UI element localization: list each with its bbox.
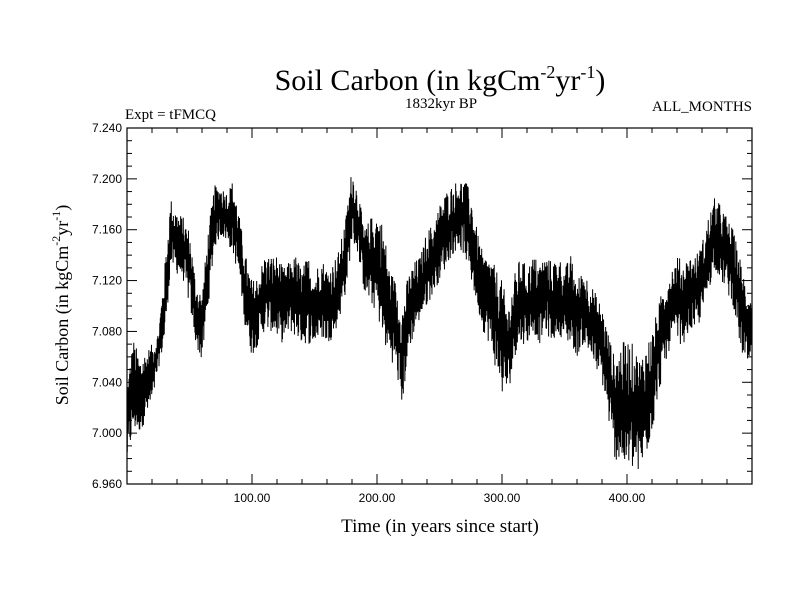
soil-carbon-series-line — [126, 177, 753, 470]
x-tick-label: 400.00 — [609, 491, 646, 505]
chart-title: Soil Carbon (in kgCm-2yr-1) — [275, 62, 606, 97]
x-tick-label: 100.00 — [234, 491, 271, 505]
y-tick-label: 7.200 — [92, 172, 122, 186]
y-tick-label: 7.000 — [92, 426, 122, 440]
x-tick-label: 200.00 — [359, 491, 396, 505]
x-axis-label: Time (in years since start) — [341, 516, 539, 537]
experiment-label: Expt = tFMCQ — [125, 107, 216, 123]
y-tick-label: 7.040 — [92, 375, 122, 389]
time-period-label: 1832kyr BP — [405, 96, 477, 112]
y-tick-label: 7.080 — [92, 324, 122, 338]
y-axis-label: Soil Carbon (in kgCm-2yr-1) — [49, 205, 73, 406]
y-tick-label: 6.960 — [92, 477, 122, 491]
x-tick-label: 300.00 — [484, 491, 521, 505]
axes-layer: 100.00 200.00 300.00 400.00 6.960 7.000 7.040 7… — [92, 121, 752, 505]
y-tick-label: 7.160 — [92, 223, 122, 237]
series-layer — [126, 177, 753, 470]
months-label: ALL_MONTHS — [652, 99, 752, 115]
y-tick-label: 7.240 — [92, 121, 122, 135]
plot-frame — [126, 127, 753, 485]
y-tick-label: 7.120 — [92, 274, 122, 288]
